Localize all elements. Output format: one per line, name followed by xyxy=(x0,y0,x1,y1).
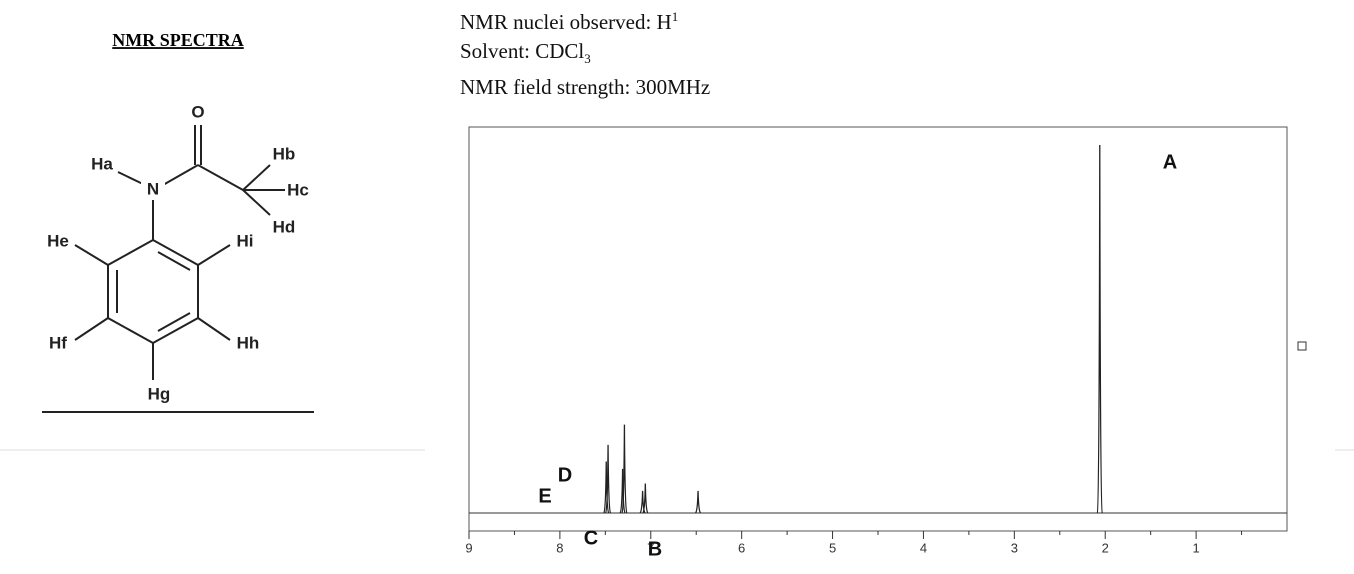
molecule-bonds xyxy=(74,125,285,380)
info-text: Solvent: CDCl xyxy=(460,39,585,63)
x-tick-label: 2 xyxy=(1102,540,1109,555)
atom-label: Ha xyxy=(91,154,113,173)
peak-label: D xyxy=(558,464,572,486)
atom-bg xyxy=(46,335,70,353)
x-tick-label: 4 xyxy=(920,540,927,555)
peak xyxy=(694,490,702,514)
x-tick-label: 3 xyxy=(1011,540,1018,555)
peak xyxy=(603,461,610,514)
atom-label: O xyxy=(191,102,204,121)
atom-bg xyxy=(233,233,257,251)
peak-label: C xyxy=(584,527,598,549)
peak xyxy=(621,424,628,514)
atom-label: Hc xyxy=(287,180,309,199)
atom-bg xyxy=(272,219,296,237)
atom-bg xyxy=(186,104,210,122)
info-line: Solvent: CDCl3 xyxy=(460,37,710,73)
peak xyxy=(642,483,649,514)
x-tick-label: 8 xyxy=(556,540,563,555)
x-tick-label: 6 xyxy=(738,540,745,555)
info-text: NMR field strength: 300MHz xyxy=(460,75,711,100)
handle xyxy=(1297,341,1307,351)
atom-label: Hb xyxy=(273,144,296,163)
atom-label: Hd xyxy=(273,217,296,236)
info-sub: 3 xyxy=(584,51,591,67)
info-text: NMR nuclei observed: H xyxy=(460,10,672,34)
info-line: NMR nuclei observed: H1 xyxy=(460,2,710,37)
peak-label: B xyxy=(648,538,662,560)
atom-label: He xyxy=(47,231,69,250)
x-tick-label: 1 xyxy=(1192,540,1199,555)
info-sup: 1 xyxy=(671,9,679,24)
atom-label: Hi xyxy=(237,231,254,250)
atom-bg xyxy=(46,233,70,251)
atom-bg xyxy=(236,335,260,353)
atom-bg xyxy=(90,156,114,174)
peak-label: A xyxy=(1163,151,1177,173)
peak-label: E xyxy=(538,485,551,507)
info-line: NMR field strength: 300MHz xyxy=(460,73,710,102)
atom-label: Hf xyxy=(49,333,67,352)
atom-label: N xyxy=(147,179,159,198)
plot-frame xyxy=(468,126,1288,532)
atom-bg xyxy=(147,386,171,404)
atom-bg xyxy=(141,181,165,199)
atom-bg xyxy=(286,182,310,200)
peak xyxy=(1096,144,1103,514)
x-tick-label: 9 xyxy=(465,540,472,555)
peak xyxy=(619,468,626,514)
x-tick-label: 5 xyxy=(829,540,836,555)
title: NMR SPECTRA xyxy=(112,30,244,50)
x-tick-label: 7 xyxy=(647,540,654,555)
atom-label: Hg xyxy=(148,384,171,403)
atom-label: Hh xyxy=(237,333,260,352)
info: NMR nuclei observed: H1 Solvent: CDCl3 NMR… xyxy=(460,2,710,102)
peak xyxy=(604,444,612,514)
atom-bg xyxy=(272,146,296,164)
